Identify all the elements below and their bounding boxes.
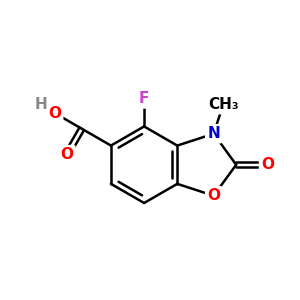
Text: N: N bbox=[207, 126, 220, 141]
Text: O: O bbox=[261, 157, 274, 172]
Text: O: O bbox=[207, 188, 220, 203]
Text: H: H bbox=[34, 98, 47, 112]
Text: F: F bbox=[139, 92, 149, 106]
Text: O: O bbox=[60, 147, 74, 162]
Text: O: O bbox=[48, 106, 61, 121]
Text: CH₃: CH₃ bbox=[208, 97, 238, 112]
